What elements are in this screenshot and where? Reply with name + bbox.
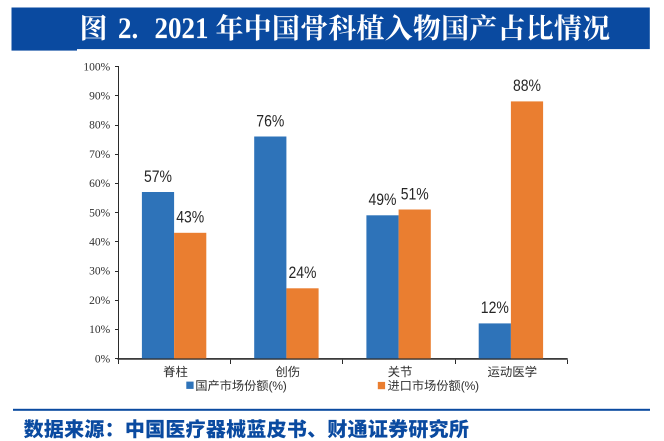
svg-text:(%): (%) <box>461 379 479 393</box>
svg-text:24%: 24% <box>289 264 317 282</box>
svg-text:10%: 10% <box>89 324 111 336</box>
svg-text:43%: 43% <box>176 209 204 227</box>
svg-text:40%: 40% <box>89 237 111 249</box>
svg-text:57%: 57% <box>144 168 172 186</box>
svg-text:50%: 50% <box>89 207 111 219</box>
svg-text:70%: 70% <box>89 149 111 161</box>
svg-text:80%: 80% <box>89 120 111 132</box>
svg-text:90%: 90% <box>89 91 111 103</box>
svg-text:51%: 51% <box>401 185 429 203</box>
svg-text:20%: 20% <box>89 295 111 307</box>
svg-text:49%: 49% <box>369 191 397 209</box>
svg-text:76%: 76% <box>256 112 284 130</box>
svg-text:(%): (%) <box>269 379 287 393</box>
svg-text:12%: 12% <box>481 299 509 317</box>
svg-text:60%: 60% <box>89 178 111 190</box>
svg-text:100%: 100% <box>83 61 110 73</box>
svg-text:30%: 30% <box>89 266 111 278</box>
svg-text:0%: 0% <box>95 353 111 365</box>
svg-text:88%: 88% <box>513 77 541 95</box>
